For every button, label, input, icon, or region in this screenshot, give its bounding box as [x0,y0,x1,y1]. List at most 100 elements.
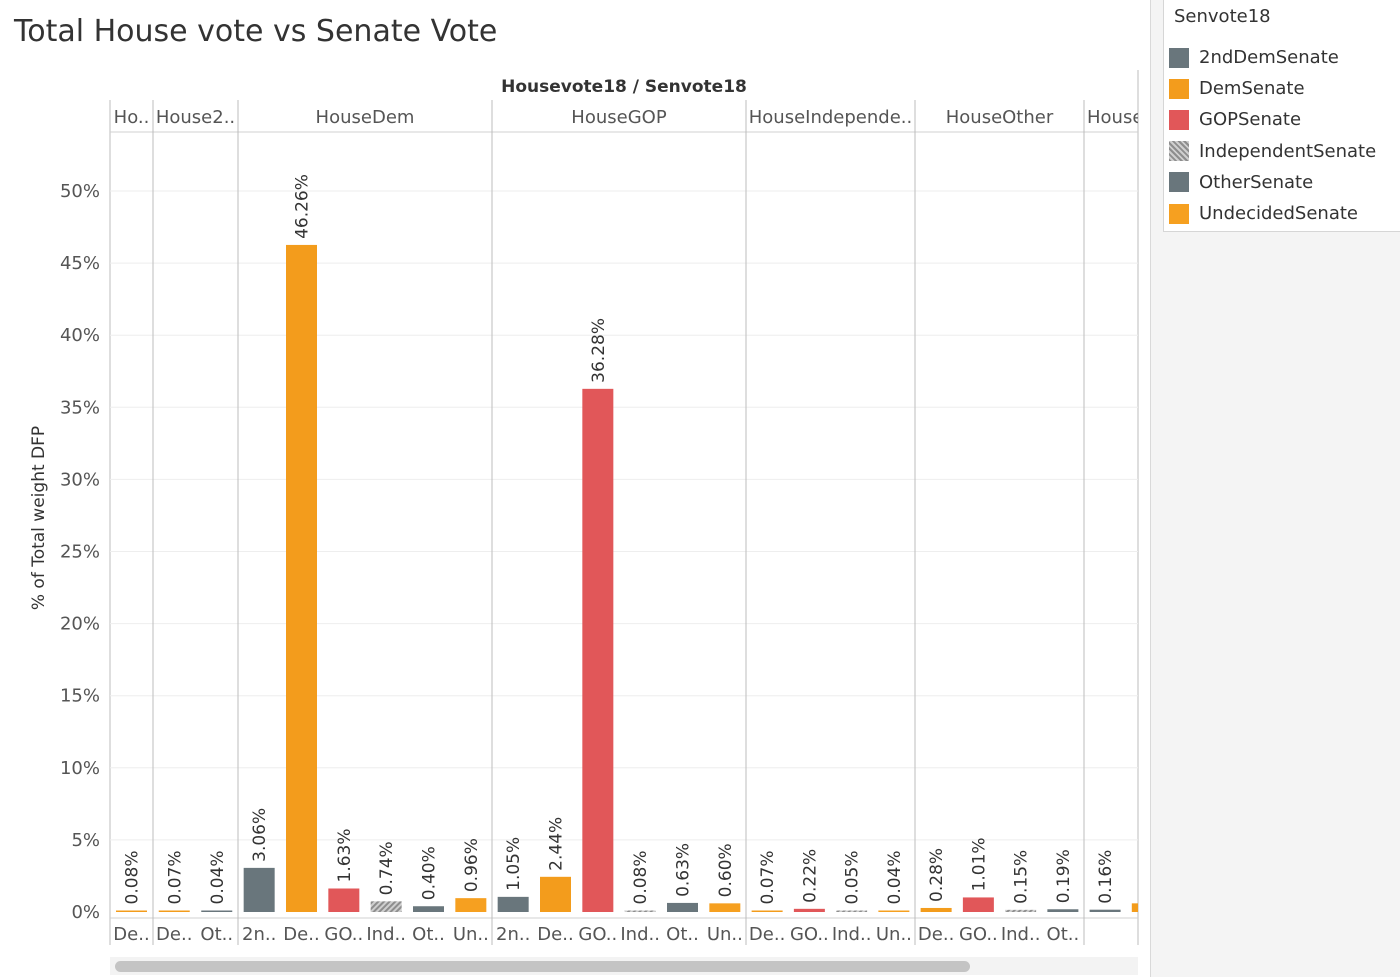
category-label: Un.. [453,924,489,945]
bar [582,388,614,912]
category-label: Ind.. [366,924,406,945]
y-tick-label: 10% [60,758,100,779]
chart-title: Total House vote vs Senate Vote [14,14,498,49]
legend-swatch [1169,141,1189,162]
category-label: Ind.. [832,924,872,945]
category-label: GO.. [324,924,363,945]
category-label: Un.. [707,924,743,945]
bar [243,867,275,912]
data-label: 0.28% [927,848,947,902]
legend-title: Senvote18 [1174,6,1271,27]
legend-label: UndecidedSenate [1199,203,1358,225]
y-tick-label: 25% [60,542,100,563]
bar [878,910,910,912]
data-label: 1.01% [969,837,989,891]
bar [1005,909,1037,912]
category-label: De.. [918,924,954,945]
legend-swatch [1169,47,1189,68]
category-label: De.. [156,924,192,945]
data-label: 3.06% [250,808,270,862]
legend-label: DemSenate [1199,78,1305,100]
bar [709,903,741,912]
data-label: 1.63% [335,828,355,882]
bar [751,910,783,912]
bar [793,908,825,912]
category-label: De.. [283,924,319,945]
y-tick-label: 40% [60,325,100,346]
data-label: 0.04% [208,850,228,904]
data-label: 0.19% [1054,849,1074,903]
legend-item[interactable]: OtherSenate [1169,167,1376,198]
pane-header: House2.. [156,107,235,128]
category-label: Ind.. [620,924,660,945]
bar [455,898,487,912]
legend-swatch [1169,172,1189,193]
pane-header: Ho.. [114,107,150,128]
category-label: Ot.. [666,924,699,945]
y-tick-label: 30% [60,469,100,490]
legend-swatch [1169,203,1189,224]
data-label: 0.60% [716,843,736,897]
y-tick-label: 0% [71,902,100,923]
category-label: GO.. [578,924,617,945]
bar [1089,909,1121,912]
horizontal-scrollbar-thumb[interactable] [115,961,970,972]
data-label: 46.26% [293,174,313,239]
legend-item[interactable]: DemSenate [1169,73,1376,104]
data-label: 0.08% [631,850,651,904]
category-label: Ot.. [1047,924,1080,945]
pane-header: HouseOther [946,107,1054,128]
legend-item[interactable]: UndecidedSenate [1169,198,1376,229]
bar [413,906,444,912]
data-label: 1.05% [504,837,524,891]
data-label: 0.74% [377,841,397,895]
bar [1047,909,1079,912]
category-label: De.. [537,924,573,945]
y-tick-label: 5% [71,830,100,851]
y-tick-label: 35% [60,397,100,418]
category-label: GO.. [959,924,998,945]
data-label: 0.22% [800,849,820,903]
legend-label: OtherSenate [1199,171,1314,193]
y-tick-label: 20% [60,614,100,635]
bar [370,901,402,912]
legend-panel: Senvote18 2ndDemSenate DemSenate GOPSenate… [1150,0,1400,977]
pane-header: HouseIndepende.. [749,107,912,128]
y-tick-label: 45% [60,253,100,274]
pane-header: House [1087,107,1143,128]
chart-area: 0% 5% 10% 15% 20% 25% 30% 35% 40% 45% 50% % of Tota… [29,70,1143,945]
bar [540,876,571,912]
data-label: 0.08% [123,850,143,904]
pane-header: HouseDem [316,107,415,128]
bar [920,907,952,912]
legend-item[interactable]: IndependentSenate [1169,136,1376,167]
legend-label: GOPSenate [1199,109,1302,131]
bar [158,910,190,912]
data-label: 0.05% [843,850,863,904]
data-label: 0.04% [885,850,905,904]
data-label: 0.16% [1096,850,1116,904]
column-header-title: Housevote18 / Senvote18 [501,77,747,97]
legend-label: IndependentSenate [1199,140,1377,162]
legend: Senvote18 2ndDemSenate DemSenate GOPSenate… [1163,0,1400,232]
legend-label: 2ndDemSenate [1199,47,1339,69]
category-label: Ot.. [412,924,445,945]
category-label: Ot.. [200,924,233,945]
legend-items: 2ndDemSenate DemSenate GOPSenate Independen… [1169,42,1376,229]
bar [667,902,698,912]
category-label: Ind.. [1001,924,1041,945]
data-label: 0.40% [420,846,440,900]
legend-item[interactable]: GOPSenate [1169,104,1376,135]
category-label: Un.. [876,924,912,945]
category-label: De.. [749,924,785,945]
bar [328,888,360,912]
y-tick-label: 50% [60,181,100,202]
data-label: 0.96% [462,838,482,892]
bar [624,910,656,912]
bar [201,910,233,912]
data-label: 2.44% [547,817,567,871]
data-label: 0.07% [758,850,778,904]
legend-item[interactable]: 2ndDemSenate [1169,42,1376,73]
bar [286,244,317,913]
legend-swatch [1169,109,1189,130]
